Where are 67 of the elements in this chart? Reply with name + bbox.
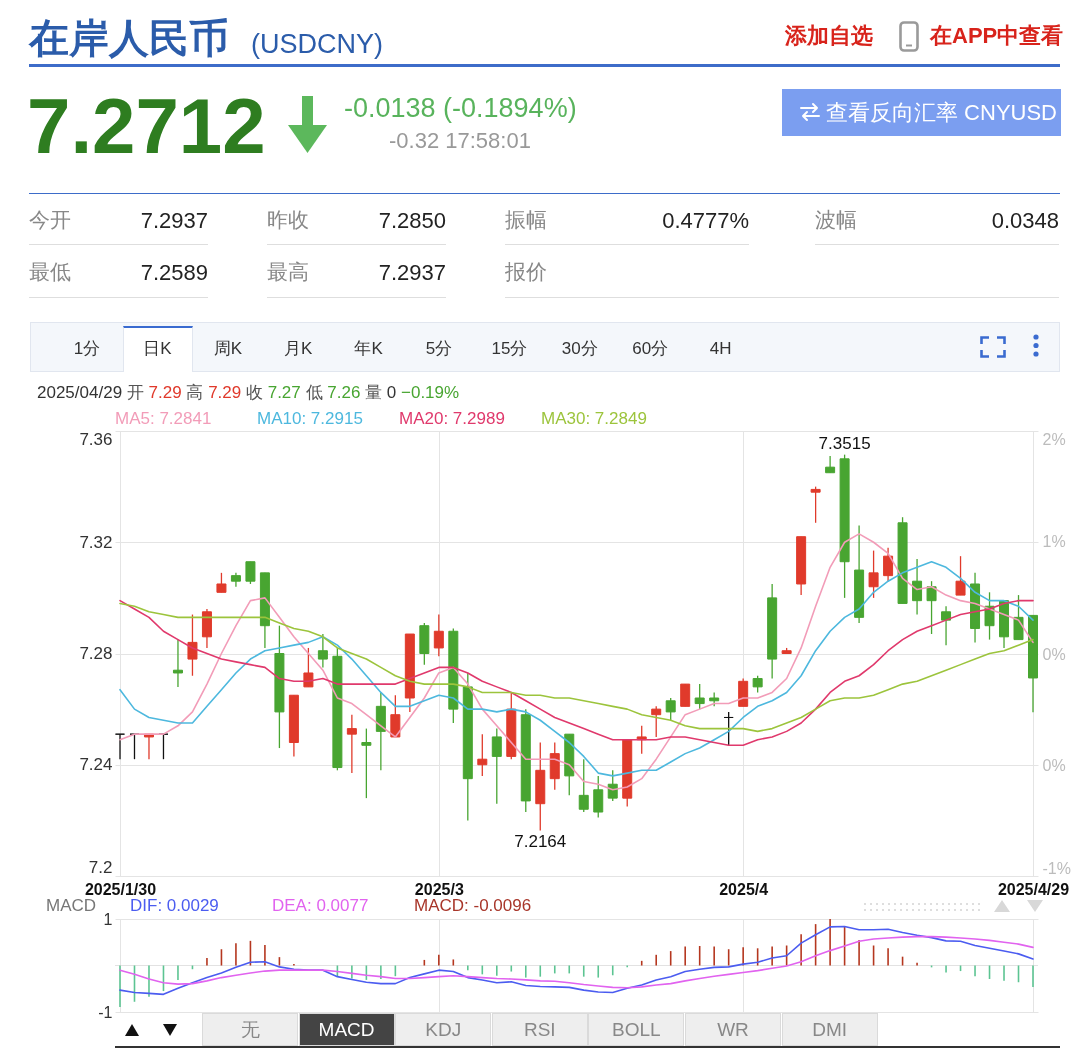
text: 最高 xyxy=(267,260,309,284)
annotation: 7.3515 xyxy=(818,433,871,453)
text: 在APP中查看 xyxy=(930,22,1064,48)
line-series xyxy=(119,935,1034,989)
text: 2025/04/29 开 7.29 高 7.29 收 7.27 低 7.26 量 0 −0.19% xyxy=(37,383,460,402)
y2-tick-label: -1% xyxy=(1042,859,1071,877)
text: KDJ xyxy=(425,1019,462,1041)
text: DMI xyxy=(812,1019,848,1041)
y-tick-label: 7.36 xyxy=(79,429,113,449)
text: 年K xyxy=(354,339,383,359)
text: -0.32 17:58:01 xyxy=(389,127,531,153)
x-tick-label: 2025/4/29 xyxy=(997,880,1070,898)
text: (USDCNY) xyxy=(251,28,383,60)
text: 波幅 xyxy=(815,208,857,232)
chart-title: MACD xyxy=(46,896,97,916)
text: 0.0348 xyxy=(991,207,1059,233)
text: 报价 xyxy=(505,260,547,284)
y2-tick-label: 0% xyxy=(1042,646,1066,664)
text: 15分 xyxy=(491,339,528,359)
text: 60分 xyxy=(632,339,669,359)
text: 30分 xyxy=(561,339,598,359)
y-tick-label: -1 xyxy=(98,1003,113,1021)
text: MA10: 7.2915 xyxy=(257,409,363,429)
text: DEA: 0.0077 xyxy=(272,896,369,916)
text: 0.4777% xyxy=(662,207,749,233)
y-tick-label: 7.2 xyxy=(88,857,113,877)
y-tick-label: 7.24 xyxy=(79,755,113,775)
text: 添加自选 xyxy=(785,22,873,48)
y-tick-label: 7.32 xyxy=(79,532,113,552)
annotation: 7.2164 xyxy=(514,832,567,852)
y2-tick-label: 2% xyxy=(1042,430,1066,448)
text: RSI xyxy=(523,1019,556,1041)
x-tick-label: 2025/1/30 xyxy=(84,880,157,898)
text: DIF: 0.0029 xyxy=(130,896,219,916)
text: 日K xyxy=(143,339,172,359)
button: 查看反向汇率 CNYUSD xyxy=(782,89,1061,136)
y2-tick-label: 1% xyxy=(1042,533,1066,551)
text: 无 xyxy=(240,1019,260,1041)
text: MA5: 7.2841 xyxy=(115,409,212,429)
y-tick-label: 7.28 xyxy=(79,644,113,663)
text: MACD: -0.0096 xyxy=(414,896,532,916)
text: MA20: 7.2989 xyxy=(399,409,505,429)
text: 昨收 xyxy=(267,208,309,232)
text: WR xyxy=(717,1019,749,1041)
y2-tick-label: 0% xyxy=(1042,756,1066,774)
text: 7.2589 xyxy=(140,259,208,285)
text: 7.2937 xyxy=(140,207,208,233)
text: MA30: 7.2849 xyxy=(541,409,647,429)
text: BOLL xyxy=(612,1019,661,1041)
text: 最低 xyxy=(29,260,71,284)
text: 4H xyxy=(709,339,732,359)
text: 7.2850 xyxy=(378,207,446,233)
text: 7.2712 xyxy=(27,81,266,171)
text: 1分 xyxy=(73,339,101,359)
text: -0.0138 (-0.1894%) xyxy=(344,92,577,124)
line-series xyxy=(119,925,1034,996)
text: 周K xyxy=(213,339,242,359)
text: 今开 xyxy=(29,208,71,232)
x-tick-label: 2025/4 xyxy=(719,880,769,898)
y-tick-label: 1 xyxy=(103,910,113,928)
text: 在岸人民币 xyxy=(29,15,229,61)
x-tick-label: 2025/3 xyxy=(414,880,464,898)
text: 振幅 xyxy=(505,208,547,232)
text: MACD xyxy=(318,1019,375,1041)
text: 5分 xyxy=(425,339,453,359)
text: 7.2937 xyxy=(378,259,446,285)
text: 月K xyxy=(284,339,313,359)
